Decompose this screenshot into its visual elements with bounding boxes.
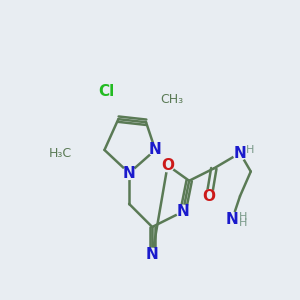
Circle shape bbox=[146, 248, 159, 261]
Circle shape bbox=[67, 148, 77, 158]
Text: N: N bbox=[146, 247, 159, 262]
Circle shape bbox=[225, 212, 239, 226]
Circle shape bbox=[155, 94, 165, 104]
Text: CH₃: CH₃ bbox=[160, 93, 183, 106]
Text: N: N bbox=[177, 204, 189, 219]
Circle shape bbox=[177, 205, 189, 218]
Text: N: N bbox=[123, 166, 136, 181]
Text: H₃C: H₃C bbox=[49, 146, 72, 160]
Text: N: N bbox=[234, 146, 246, 160]
Circle shape bbox=[100, 85, 112, 98]
Text: H: H bbox=[238, 218, 247, 228]
Text: H: H bbox=[245, 145, 254, 155]
Text: N: N bbox=[149, 142, 162, 158]
Circle shape bbox=[123, 167, 136, 179]
Text: O: O bbox=[203, 189, 216, 204]
Text: H: H bbox=[238, 212, 247, 222]
Text: Cl: Cl bbox=[98, 84, 114, 99]
Circle shape bbox=[149, 144, 162, 156]
Text: O: O bbox=[161, 158, 174, 173]
Text: N: N bbox=[226, 212, 239, 227]
Circle shape bbox=[203, 190, 215, 203]
Circle shape bbox=[161, 159, 174, 172]
Circle shape bbox=[233, 146, 247, 160]
